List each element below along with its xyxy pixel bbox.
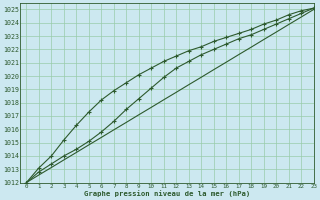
X-axis label: Graphe pression niveau de la mer (hPa): Graphe pression niveau de la mer (hPa) bbox=[84, 190, 250, 197]
